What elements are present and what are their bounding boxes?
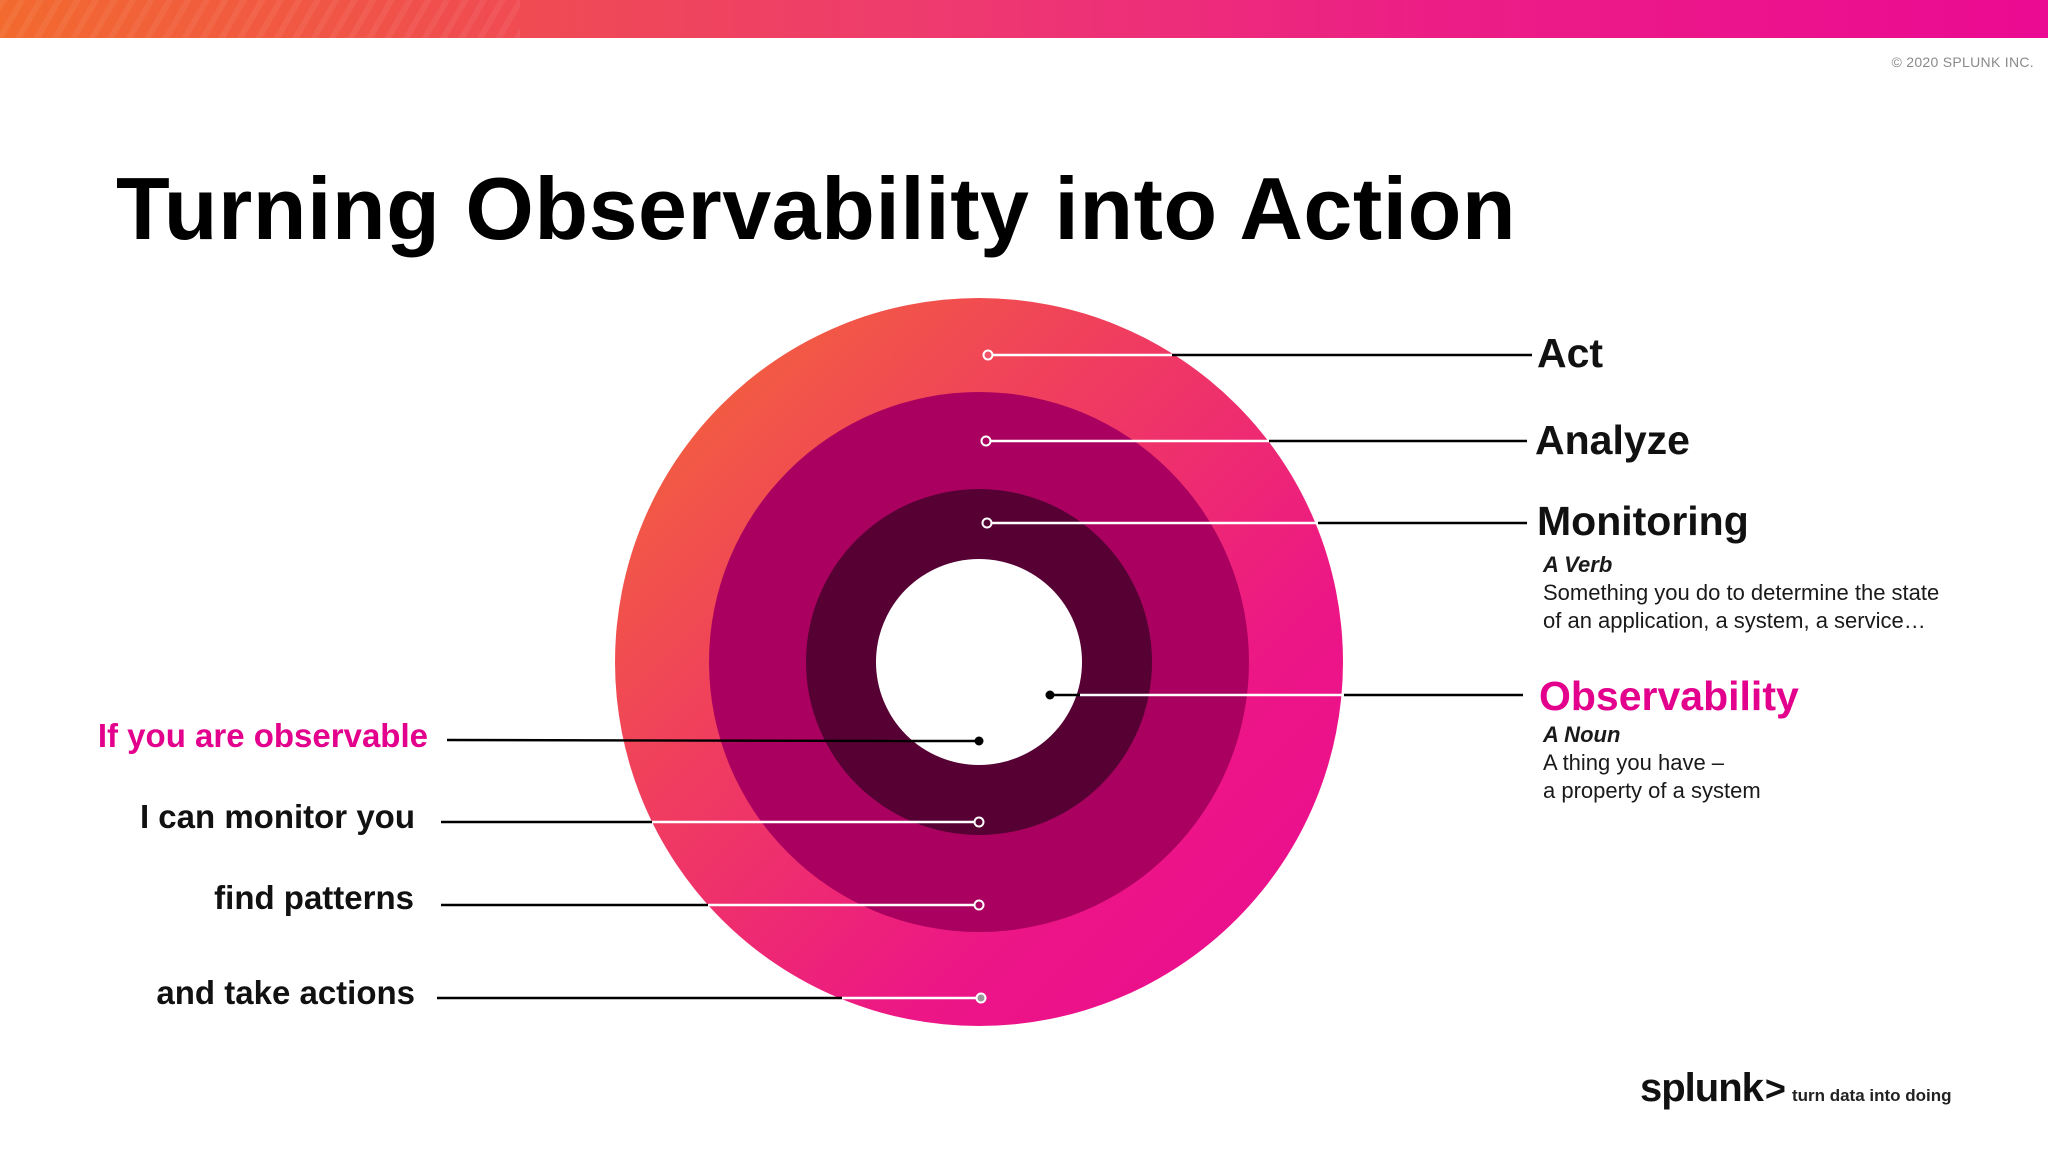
label-i-can-monitor-you: I can monitor you [139,798,415,835]
observability-desc-line-1: A thing you have – [1543,750,1725,775]
slide-title: Turning Observability into Action [116,159,1517,258]
observability-part-of-speech: A Noun [1543,722,1621,747]
label-act: Act [1537,330,1604,376]
logo-wordmark: splunk [1640,1066,1764,1110]
connector-analyze-dot [980,435,992,447]
logo-chevron-icon: > [1764,1068,1786,1109]
label-observability: Observability [1539,673,1799,719]
connector-observability-dot [1045,690,1055,700]
splunk-logo: splunk > turn data into doing [1640,1066,1952,1111]
monitoring-part-of-speech: A Verb [1543,552,1613,577]
connector-monitor-dot [973,816,985,828]
connector-observable-dot [974,736,984,746]
connector-act-dot [982,349,994,361]
label-and-take-actions: and take actions [156,974,415,1011]
connector-actions-dot [975,992,987,1004]
monitoring-desc-line-2: of an application, a system, a service… [1543,608,1926,633]
ring-observability-core [876,559,1082,765]
label-find-patterns: find patterns [214,879,414,916]
monitoring-description: A Verb Something you do to determine the… [1543,551,1939,635]
connector-patterns-dot [973,899,985,911]
top-gradient-bar [0,0,2048,38]
label-monitoring: Monitoring [1537,498,1749,544]
label-analyze: Analyze [1535,417,1690,463]
observability-description: A Noun A thing you have – a property of … [1543,721,1761,805]
logo-tagline: turn data into doing [1791,1086,1952,1105]
observability-desc-line-2: a property of a system [1543,778,1761,803]
connector-observable [446,738,979,743]
label-if-you-are-observable: If you are observable [97,717,428,754]
copyright-notice: © 2020 SPLUNK INC. [1891,54,2034,70]
connector-monitoring-dot [981,517,993,529]
monitoring-desc-line-1: Something you do to determine the state [1543,580,1940,605]
